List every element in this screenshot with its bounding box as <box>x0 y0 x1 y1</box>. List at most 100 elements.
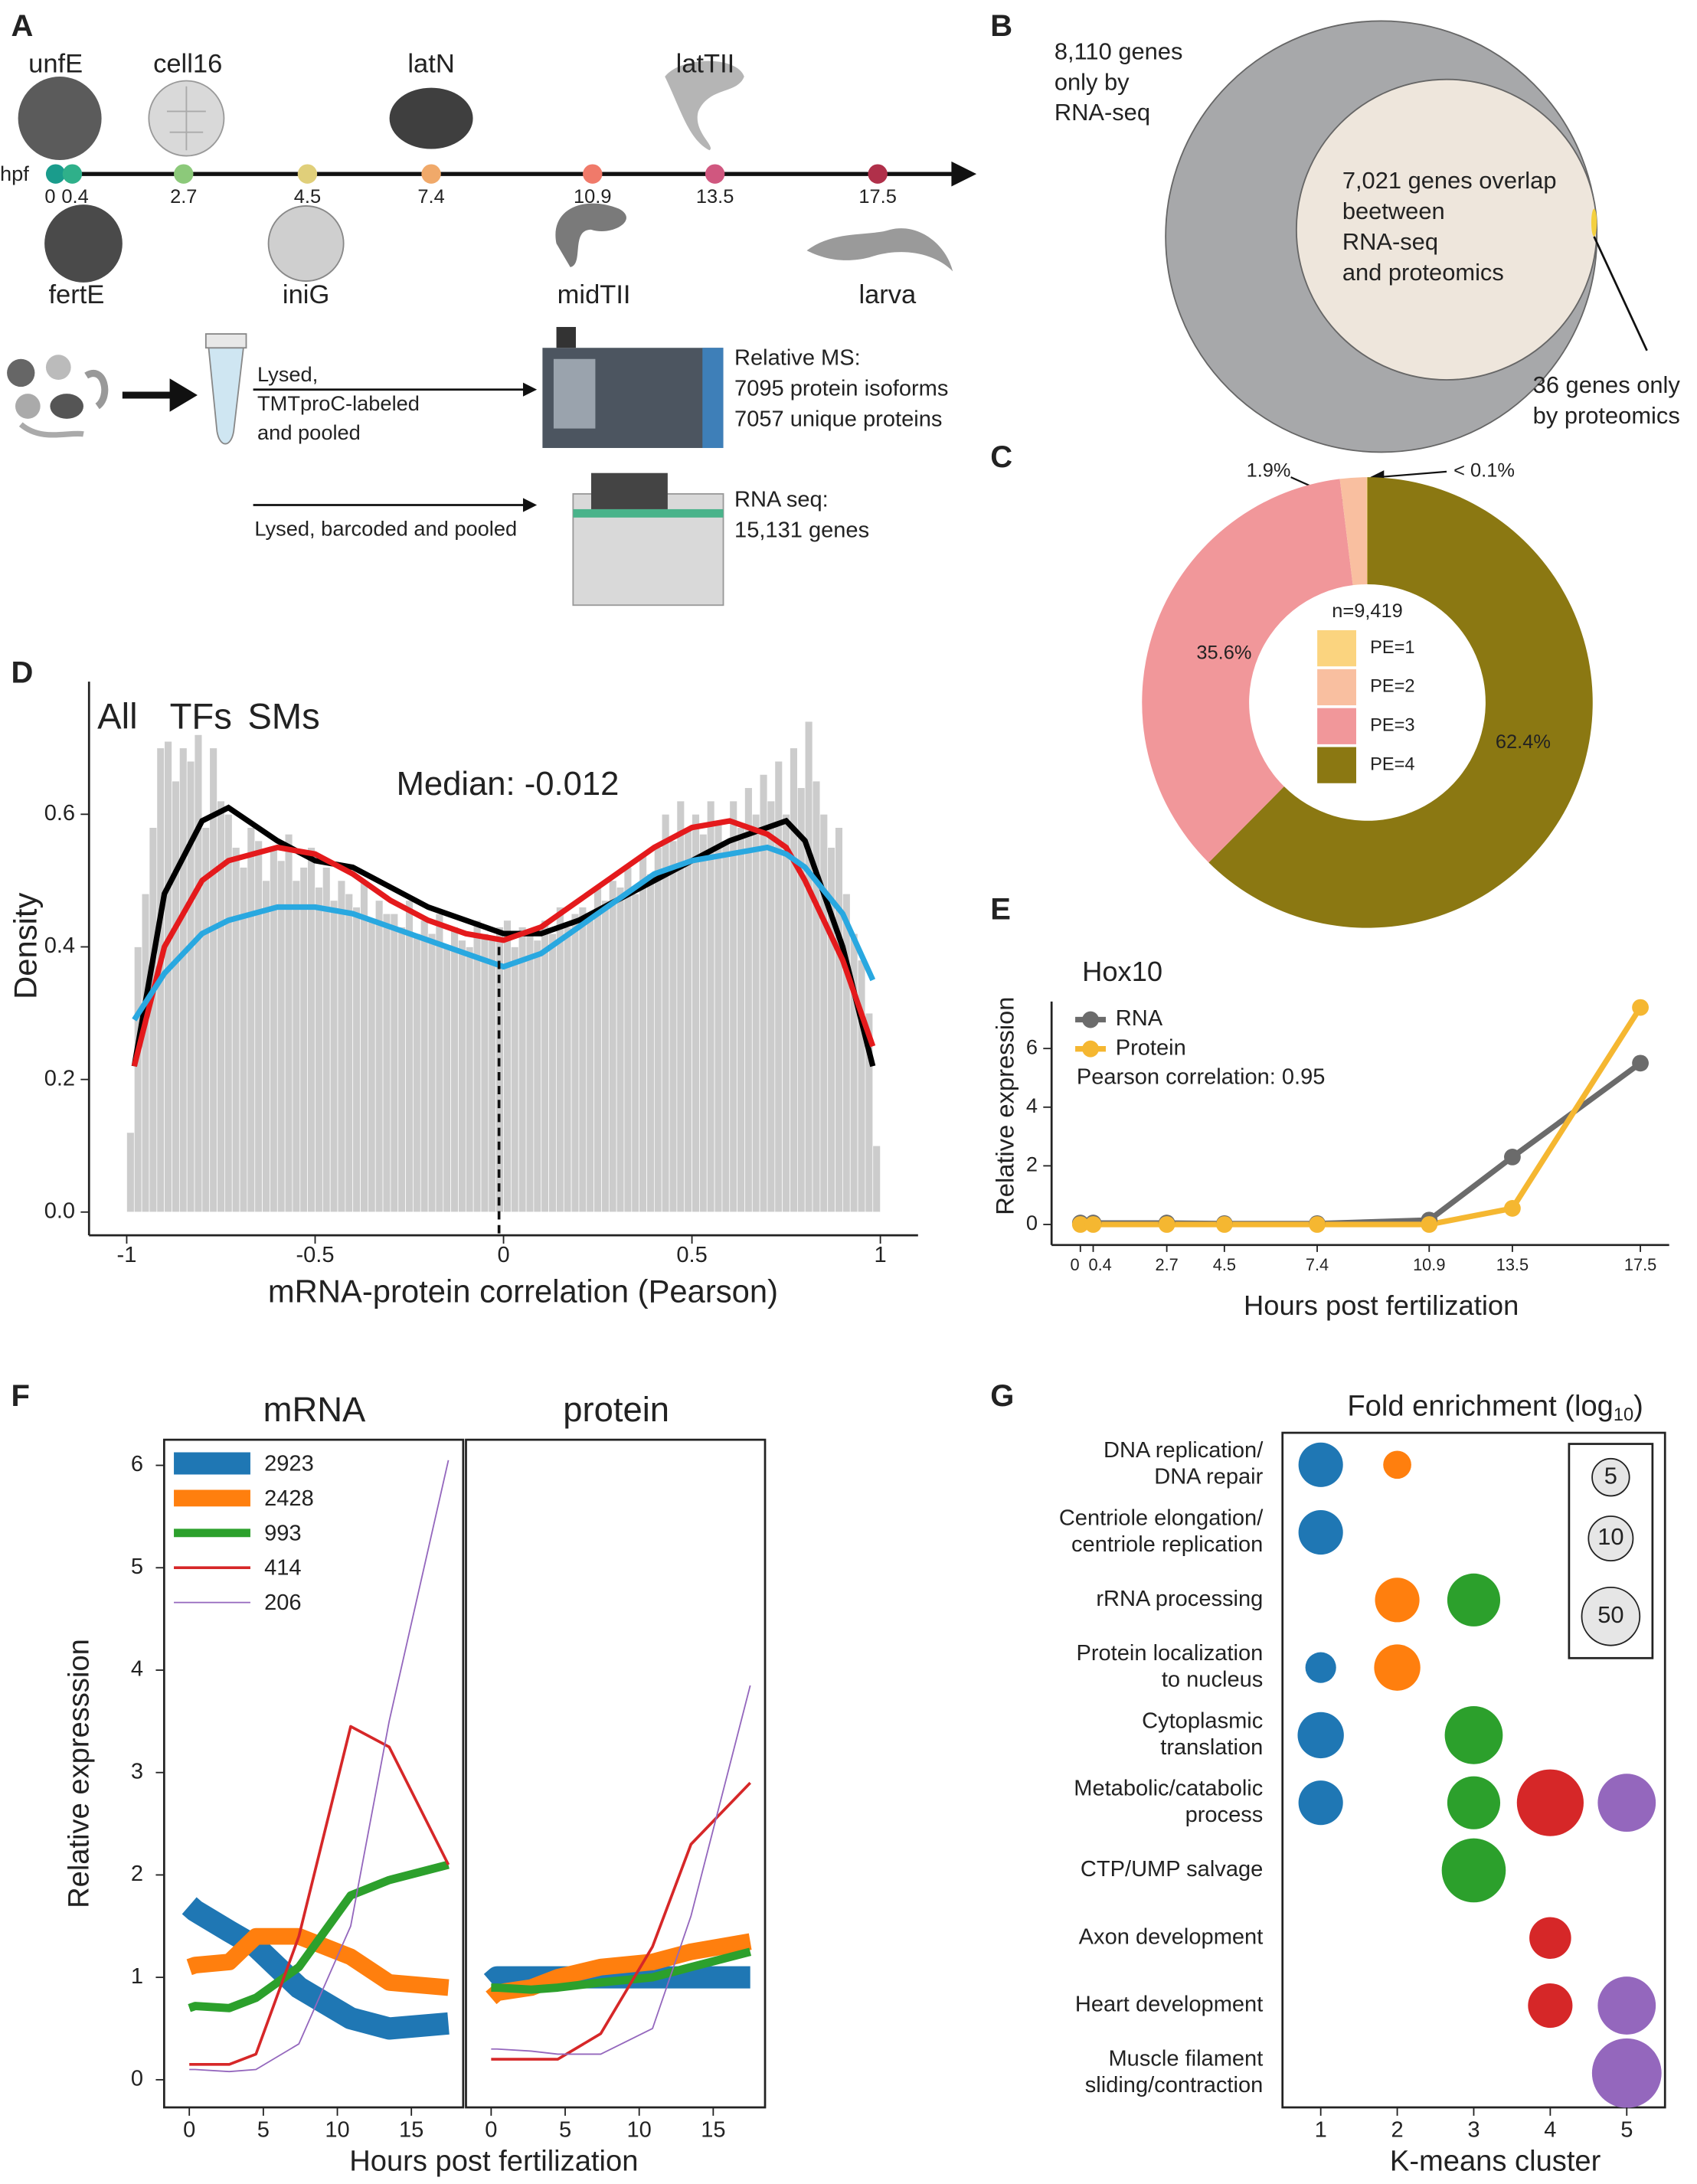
title-text: ) <box>1633 1389 1643 1422</box>
ms-instrument <box>702 348 724 449</box>
timepoint-label: 2.7 <box>170 186 197 208</box>
histogram-bar <box>804 721 813 1213</box>
y-category-label: process <box>1185 1803 1264 1827</box>
timepoint-label: 7.4 <box>417 186 444 208</box>
line <box>189 1725 450 2066</box>
venn <box>1165 20 1648 453</box>
ms-instrument <box>556 326 576 348</box>
y-tick-label: 2 <box>1026 1152 1038 1176</box>
tube <box>208 347 244 445</box>
y-tick-label: 0.4 <box>44 933 75 958</box>
x-axis-label: Hours post fertilization <box>1244 1290 1519 1321</box>
legend-swatch <box>1317 629 1356 667</box>
histogram-bar <box>721 840 731 1213</box>
x-tick-label: 2 <box>1391 2118 1403 2143</box>
legend-label: PE=3 <box>1370 716 1414 736</box>
histogram-bar <box>276 860 286 1213</box>
bubble <box>1298 1780 1343 1826</box>
histogram-bar <box>601 900 610 1213</box>
histogram-bar <box>495 927 504 1213</box>
line <box>491 1781 751 2061</box>
pie-slice <box>1208 477 1593 928</box>
workflow-result: 7095 protein isoforms <box>734 376 948 401</box>
histogram-bar <box>360 880 368 1213</box>
histogram-bar <box>563 927 572 1213</box>
x-tick-label: 1 <box>1315 2118 1327 2143</box>
y-category-label: Protein localization <box>1076 1641 1263 1666</box>
histogram-bar <box>684 827 692 1213</box>
histogram-bar <box>224 813 233 1213</box>
pie-value-label: < 0.1% <box>1453 460 1515 482</box>
histogram-bar <box>292 880 301 1213</box>
histogram-bar <box>262 880 270 1213</box>
y-tick-label: 0 <box>131 2067 143 2091</box>
histogram-bar <box>465 947 474 1213</box>
x-tick-label: 0 <box>497 1243 509 1267</box>
legend-label: PE=1 <box>1370 638 1414 658</box>
legend-swatch <box>1317 708 1356 744</box>
histogram-bar <box>782 813 790 1213</box>
workflow-step: and pooled <box>257 420 361 444</box>
x-tick-label: -0.5 <box>296 1243 334 1267</box>
histogram-bar <box>201 827 211 1213</box>
legend-label: All <box>97 697 137 737</box>
y-category-label: Cytoplasmic <box>1142 1708 1263 1733</box>
stage-name: unfE <box>28 50 83 79</box>
stage-name: latTII <box>676 50 735 79</box>
embryo-icon <box>84 370 109 410</box>
histogram-bar <box>737 827 745 1213</box>
histogram-bar <box>790 747 798 1213</box>
line <box>181 1897 450 2040</box>
histogram-bar <box>450 927 459 1213</box>
y-category-label: DNA replication/ <box>1104 1438 1264 1463</box>
facet-title: mRNA <box>263 1390 366 1429</box>
pie-value-label: 1.9% <box>1247 460 1291 482</box>
x-tick-label: 0.4 <box>1088 1255 1111 1274</box>
pie-center-label: n=9,419 <box>1332 600 1403 622</box>
histogram-bar <box>571 913 580 1213</box>
workflow-result: 15,131 genes <box>734 518 869 543</box>
line <box>491 1947 752 1994</box>
y-tick-label: 4 <box>1026 1094 1038 1117</box>
pie-value-label: 62.4% <box>1496 731 1551 753</box>
histogram-bar <box>488 940 497 1213</box>
arrow <box>522 382 538 397</box>
workflow-result: Relative MS: <box>734 345 861 370</box>
legend-dot <box>1082 1011 1099 1028</box>
venn-label: 7,021 genes overlap <box>1342 167 1557 194</box>
pie-value-label: 35.6% <box>1196 642 1251 664</box>
bubble <box>1516 1769 1584 1836</box>
workflow <box>7 326 724 606</box>
x-axis-label: mRNA-protein correlation (Pearson) <box>268 1273 778 1309</box>
legend-label: PE=4 <box>1370 754 1414 774</box>
x-tick-label: 0 <box>485 2118 497 2143</box>
histogram-bar <box>284 833 293 1213</box>
histogram-bar <box>548 933 557 1213</box>
histogram-bar <box>616 887 625 1213</box>
histogram-bar <box>774 760 783 1213</box>
histogram-bar <box>586 920 594 1213</box>
title-text: Fold enrichment (log <box>1347 1389 1614 1422</box>
histogram-bar <box>435 913 444 1213</box>
y-category-label: centriole replication <box>1071 1532 1263 1557</box>
histogram-bar <box>420 920 429 1213</box>
histogram-bar <box>692 813 700 1213</box>
histogram-bar <box>511 947 519 1213</box>
x-tick-label: 0 <box>183 2118 195 2143</box>
embryo-image <box>389 87 473 149</box>
histogram-bar <box>654 847 662 1213</box>
histogram-bar <box>835 827 843 1213</box>
embryo-icon <box>7 358 35 387</box>
y-category-label: Axon development <box>1079 1924 1264 1949</box>
embryo-image <box>267 205 345 282</box>
facet-title: protein <box>563 1390 669 1429</box>
histogram-bar <box>194 734 203 1213</box>
point <box>1309 1216 1326 1233</box>
line <box>188 1860 450 2012</box>
embryo-image <box>665 60 744 151</box>
histogram-bar <box>374 900 384 1213</box>
histogram-bar <box>699 833 708 1213</box>
y-tick-label: 0.0 <box>44 1198 75 1223</box>
histogram-bar <box>427 933 437 1213</box>
ms-instrument <box>553 358 596 429</box>
